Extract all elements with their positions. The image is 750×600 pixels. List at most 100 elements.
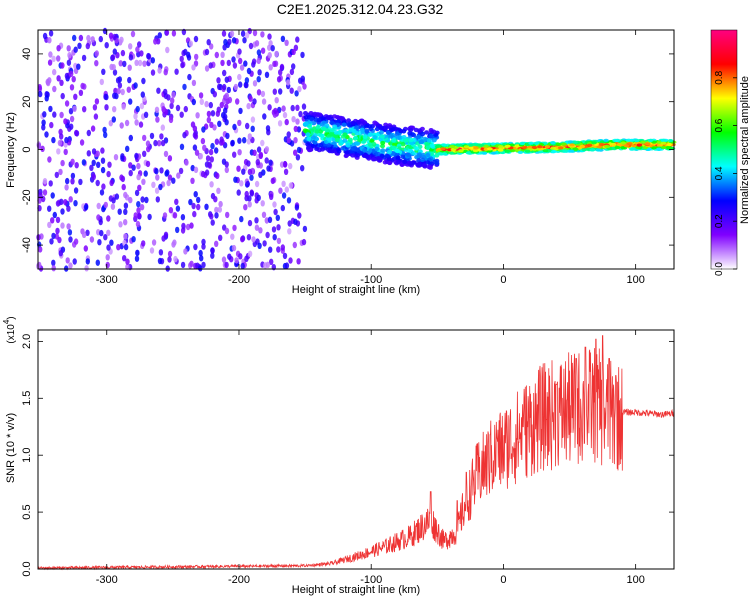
heatmap-cell xyxy=(171,91,176,99)
heatmap-cell xyxy=(74,162,79,169)
heatmap-cell xyxy=(196,203,201,211)
heatmap-cell xyxy=(50,217,55,224)
heatmap-cell xyxy=(240,236,245,243)
heatmap-cell xyxy=(367,132,373,137)
heatmap-cell xyxy=(385,130,391,135)
heatmap-cell xyxy=(198,249,203,257)
heatmap-cell xyxy=(134,255,140,262)
heatmap-cell xyxy=(78,178,83,186)
heatmap-cell xyxy=(116,87,121,95)
heatmap-cell xyxy=(123,208,128,215)
heatmap-cell xyxy=(123,219,128,226)
heatmap-cell xyxy=(378,125,384,130)
heatmap-cell xyxy=(98,218,103,226)
heatmap-cell xyxy=(67,52,72,59)
heatmap-cell xyxy=(63,118,68,125)
heatmap-cell xyxy=(121,183,126,191)
heatmap-cell xyxy=(243,204,248,211)
heatmap-cell xyxy=(426,138,432,143)
heatmap-cell xyxy=(105,261,110,269)
heatmap-cell xyxy=(131,164,136,171)
x-tick-label: 0 xyxy=(500,574,506,586)
heatmap-cell xyxy=(47,37,52,44)
heatmap-cell xyxy=(48,105,53,113)
heatmap-cell xyxy=(309,117,315,122)
heatmap-cell xyxy=(57,139,63,147)
heatmap-cell xyxy=(192,132,198,139)
heatmap-cell xyxy=(180,61,185,69)
heatmap-cell xyxy=(209,156,214,163)
heatmap-cell xyxy=(441,143,447,147)
heatmap-cell xyxy=(252,149,257,156)
heatmap-cell xyxy=(295,154,301,161)
heatmap-cell xyxy=(215,172,220,179)
svg-text:(x104): (x104) xyxy=(2,316,17,343)
heatmap-cell xyxy=(191,202,196,210)
heatmap-cell xyxy=(214,206,219,214)
heatmap-cell xyxy=(99,189,105,196)
heatmap-cell xyxy=(223,38,228,46)
heatmap-cell xyxy=(544,145,551,149)
heatmap-cell xyxy=(47,221,52,229)
heatmap-cell xyxy=(620,141,626,145)
heatmap-cell xyxy=(285,79,291,86)
heatmap-cell xyxy=(561,142,567,146)
heatmap-cell xyxy=(151,239,157,246)
heatmap-cell xyxy=(186,54,192,61)
heatmap-cell xyxy=(66,45,71,52)
heatmap-cell xyxy=(159,133,164,140)
y-tick-label: 1.5 xyxy=(21,391,33,406)
heatmap-cell xyxy=(300,165,305,172)
heatmap-cell xyxy=(78,89,84,97)
heatmap-cell xyxy=(287,220,292,227)
x-tick-label: -100 xyxy=(360,274,382,286)
heatmap-cell xyxy=(362,120,368,125)
heatmap-cell xyxy=(284,39,289,46)
colorbar: 0.0 0.2 0.4 0.6 0.8 Normalized spectral ampl… xyxy=(710,29,750,276)
heatmap-cell xyxy=(122,60,127,68)
heatmap-cell xyxy=(567,140,574,144)
heatmap-cell xyxy=(214,51,219,59)
heatmap-cell xyxy=(59,79,64,87)
spectrogram-x-label: Height of straight line (km) xyxy=(292,284,420,296)
heatmap-cell xyxy=(117,82,123,89)
heatmap-cell xyxy=(333,130,339,135)
heatmap-cell xyxy=(136,212,142,219)
heatmap-cell xyxy=(425,160,431,165)
spectrogram-y-label: Frequency (Hz) xyxy=(5,112,17,188)
heatmap-cell xyxy=(112,69,118,76)
heatmap-cell xyxy=(81,159,87,166)
heatmap-cell xyxy=(524,149,531,153)
heatmap-cell xyxy=(237,119,242,127)
heatmap-cell xyxy=(222,83,227,91)
heatmap-cell xyxy=(208,148,214,156)
heatmap-cell xyxy=(161,105,166,113)
heatmap-cell xyxy=(66,59,72,66)
heatmap-cell xyxy=(456,143,462,147)
heatmap-cell xyxy=(634,139,640,143)
heatmap-cell xyxy=(297,212,302,219)
heatmap-cell xyxy=(85,258,91,265)
snr-y-label: SNR (10 * v/v) xyxy=(5,413,17,483)
heatmap-cell xyxy=(326,143,332,148)
snr-x-label: Height of straight line (km) xyxy=(292,584,420,596)
heatmap-cell xyxy=(425,153,431,158)
heatmap-cell xyxy=(287,228,292,235)
heatmap-cell xyxy=(372,135,378,140)
heatmap-cell xyxy=(509,149,516,153)
heatmap-cell xyxy=(56,148,61,155)
heatmap-cell xyxy=(188,198,193,206)
heatmap-cell xyxy=(269,193,274,200)
heatmap-cell xyxy=(157,257,163,265)
heatmap-cell xyxy=(383,125,389,130)
heatmap-cell xyxy=(142,60,147,67)
heatmap-cell xyxy=(191,98,196,106)
heatmap-cell xyxy=(277,120,283,127)
heatmap-cell xyxy=(314,146,320,151)
heatmap-cell xyxy=(328,132,334,137)
heatmap-cell xyxy=(244,32,250,39)
heatmap-cell xyxy=(422,136,428,142)
heatmap-cell xyxy=(276,246,281,253)
heatmap-cell xyxy=(217,120,222,128)
colorbar-tick-label: 0.6 xyxy=(714,118,725,132)
